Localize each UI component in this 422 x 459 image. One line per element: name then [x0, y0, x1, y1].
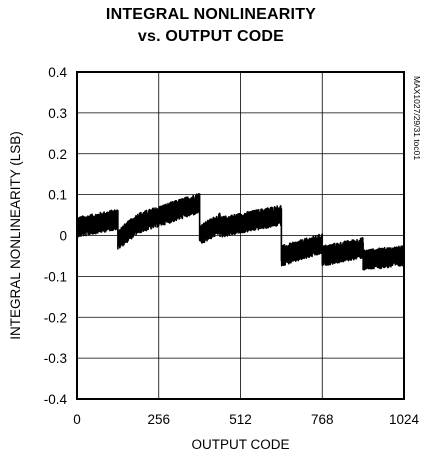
chart-title-line-1: INTEGRAL NONLINEARITY — [105, 6, 317, 23]
y-axis-label: INTEGRAL NONLINEARITY (LSB) — [8, 131, 23, 340]
x-tick-label: 512 — [229, 412, 252, 427]
y-tick-label: 0 — [59, 229, 67, 244]
x-axis-label: OUTPUT CODE — [191, 437, 289, 452]
y-tick-label: -0.1 — [44, 269, 67, 284]
chart-title-line-2: vs. OUTPUT CODE — [137, 28, 285, 45]
y-tick-label: 0.4 — [48, 65, 67, 80]
y-tick-label: 0.1 — [48, 188, 67, 203]
y-tick-label: 0.3 — [48, 106, 67, 121]
y-tick-label: -0.3 — [44, 351, 67, 366]
figure-code-label: MAX1027/29/31 toc01 — [412, 76, 422, 160]
x-tick-label: 256 — [147, 412, 170, 427]
series-ino — [76, 192, 405, 271]
tick-labels: 0.4 0.3 0.2 0.1 0 -0.1 -0.2 -0.3 -0.4 0 256 512 768 1… — [44, 65, 420, 427]
x-tick-label: 0 — [73, 412, 81, 427]
y-tick-label: 0.2 — [48, 147, 67, 162]
plot-frame — [76, 71, 405, 400]
x-tick-label: 1024 — [389, 412, 420, 427]
y-tick-label: -0.4 — [44, 392, 68, 407]
x-tick-label: 768 — [311, 412, 334, 427]
ino-trace — [76, 192, 405, 271]
y-tick-label: -0.2 — [44, 310, 67, 325]
